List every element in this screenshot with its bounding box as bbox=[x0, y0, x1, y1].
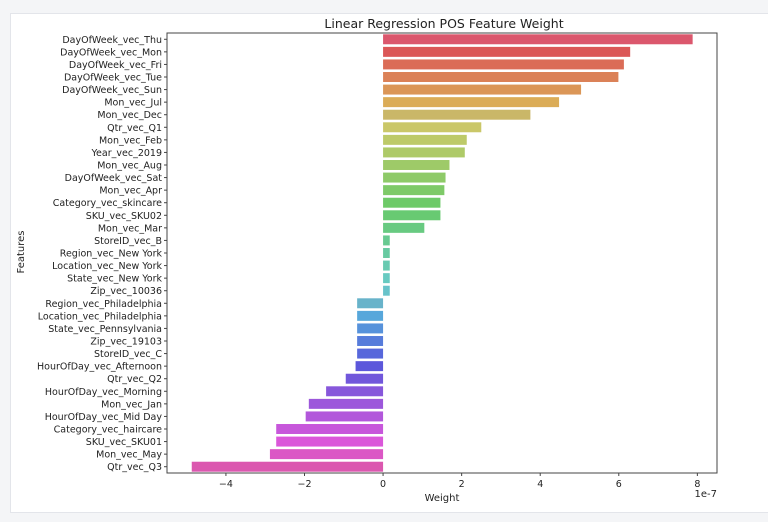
bar bbox=[305, 411, 384, 422]
y-axis-label: Features bbox=[16, 231, 27, 274]
bar bbox=[383, 273, 390, 284]
y-tick-label: Mon_vec_Mar bbox=[98, 223, 162, 234]
y-tick-label: Category_vec_haircare bbox=[54, 425, 163, 436]
bar bbox=[383, 84, 582, 95]
y-tick-label: Qtr_vec_Q3 bbox=[107, 462, 162, 473]
y-tick-label: HourOfDay_vec_Morning bbox=[45, 387, 162, 398]
bar bbox=[383, 197, 441, 208]
x-offset-label: 1e-7 bbox=[695, 489, 718, 500]
y-tick-label: Year_vec_2019 bbox=[91, 148, 162, 159]
bar bbox=[383, 134, 467, 145]
bar bbox=[383, 285, 390, 296]
bar bbox=[383, 109, 531, 120]
y-tick-label: Zip_vec_10036 bbox=[90, 286, 162, 297]
y-tick-label: Region_vec_Philadelphia bbox=[45, 299, 162, 310]
bar bbox=[383, 172, 446, 183]
y-tick-label: SKU_vec_SKU01 bbox=[86, 437, 162, 448]
y-tick-label: Qtr_vec_Q2 bbox=[107, 374, 162, 385]
x-tick-label: 0 bbox=[380, 479, 386, 490]
bar bbox=[357, 298, 384, 309]
bar bbox=[383, 210, 441, 221]
x-tick-label: 8 bbox=[694, 479, 700, 490]
x-tick-label: −4 bbox=[219, 479, 233, 490]
bar bbox=[357, 336, 384, 346]
bar bbox=[357, 310, 384, 321]
y-tick-label: Mon_vec_Jul bbox=[104, 98, 162, 109]
y-tick-label: HourOfDay_vec_Mid Day bbox=[45, 412, 163, 423]
y-tick-label: HourOfDay_vec_Afternoon bbox=[37, 362, 162, 373]
y-tick-label: DayOfWeek_vec_Fri bbox=[69, 60, 162, 71]
x-tick-label: 2 bbox=[459, 479, 465, 490]
x-tick-label: 4 bbox=[537, 479, 543, 490]
y-tick-label: DayOfWeek_vec_Tue bbox=[64, 73, 162, 84]
y-tick-label: StoreID_vec_C bbox=[94, 349, 162, 360]
x-tick-label: −2 bbox=[297, 479, 311, 490]
y-tick-label: Mon_vec_Dec bbox=[97, 110, 162, 121]
plot-frame bbox=[166, 32, 718, 474]
y-tick-label: DayOfWeek_vec_Sun bbox=[62, 85, 162, 96]
bar bbox=[383, 59, 624, 70]
y-tick-label: DayOfWeek_vec_Thu bbox=[62, 35, 162, 46]
bar bbox=[326, 386, 384, 397]
bar bbox=[383, 260, 390, 271]
bar bbox=[276, 424, 384, 434]
y-tick-label: Region_vec_New York bbox=[60, 249, 163, 260]
bar bbox=[383, 97, 560, 108]
bar bbox=[383, 46, 631, 57]
y-tick-label: Zip_vec_19103 bbox=[90, 337, 162, 348]
x-ticks: −4 −2 0 2 4 6 8 bbox=[219, 473, 700, 490]
chart-title: Linear Regression POS Feature Weight bbox=[324, 16, 563, 31]
bar bbox=[383, 34, 693, 45]
bar bbox=[345, 373, 384, 384]
bar bbox=[355, 361, 384, 372]
y-tick-label: Qtr_vec_Q1 bbox=[107, 123, 162, 134]
y-tick-label: Mon_vec_Feb bbox=[99, 135, 162, 146]
bar bbox=[276, 436, 384, 447]
bar bbox=[383, 235, 390, 246]
bar bbox=[383, 185, 445, 196]
y-tick-label: DayOfWeek_vec_Sat bbox=[65, 173, 163, 184]
y-tick-label: Mon_vec_Jan bbox=[101, 399, 162, 410]
bar bbox=[308, 398, 384, 409]
y-tick-label: StoreID_vec_B bbox=[94, 236, 162, 247]
bar bbox=[383, 222, 425, 233]
x-tick-label: 6 bbox=[616, 479, 622, 490]
y-tick-label: Location_vec_Philadelphia bbox=[38, 311, 162, 322]
bar bbox=[383, 147, 465, 158]
y-tick-label: State_vec_Pennsylvania bbox=[48, 324, 162, 335]
bar bbox=[357, 348, 384, 359]
bar bbox=[383, 160, 450, 170]
bar bbox=[269, 449, 384, 460]
bars bbox=[191, 34, 693, 472]
bar bbox=[357, 323, 384, 334]
bar bbox=[383, 72, 619, 82]
y-tick-label: Mon_vec_Aug bbox=[97, 161, 162, 172]
y-tick-label: State_vec_New York bbox=[67, 274, 162, 285]
x-axis-label: Weight bbox=[425, 493, 460, 504]
y-tick-label: Category_vec_skincare bbox=[53, 198, 162, 209]
y-tick-label: Mon_vec_Apr bbox=[99, 186, 162, 197]
bar bbox=[383, 248, 390, 258]
bar bbox=[191, 461, 384, 472]
y-tick-label: Location_vec_New York bbox=[52, 261, 162, 272]
bar bbox=[383, 122, 482, 133]
y-tick-label: Mon_vec_May bbox=[96, 450, 162, 461]
y-tick-label: SKU_vec_SKU02 bbox=[86, 211, 162, 222]
y-tick-label: DayOfWeek_vec_Mon bbox=[60, 47, 162, 58]
